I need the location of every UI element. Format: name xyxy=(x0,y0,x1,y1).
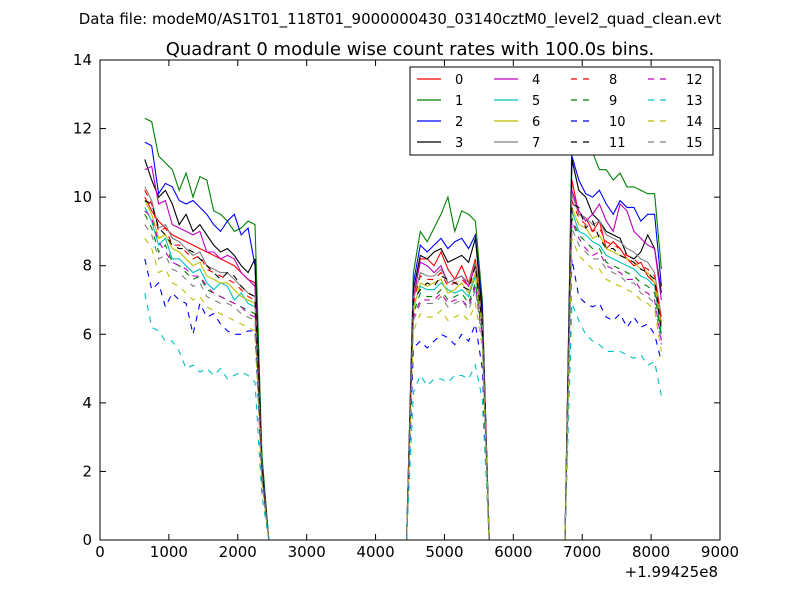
y-tick-label: 14 xyxy=(73,51,92,69)
y-tick-label: 6 xyxy=(82,325,92,343)
plot-frame xyxy=(99,59,721,541)
series-line-4 xyxy=(144,165,662,541)
legend-label-6: 6 xyxy=(532,115,540,130)
legend-label-10: 10 xyxy=(609,115,626,130)
legend-label-1: 1 xyxy=(455,94,463,109)
legend-label-3: 3 xyxy=(455,136,463,151)
x-tick-label: 2000 xyxy=(219,543,257,561)
series-line-13 xyxy=(144,292,662,541)
chart-suptitle: Data file: modeM0/AS1T01_118T01_90000004… xyxy=(79,10,722,29)
series-line-8 xyxy=(144,190,662,541)
x-tick-label: 3000 xyxy=(288,543,326,561)
y-tick-label: 4 xyxy=(82,394,92,412)
series-line-15 xyxy=(144,224,662,541)
legend-label-9: 9 xyxy=(609,94,617,109)
x-tick-label: 1000 xyxy=(150,543,188,561)
legend-label-4: 4 xyxy=(532,73,540,88)
series-line-12 xyxy=(144,210,662,541)
legend-label-7: 7 xyxy=(532,136,540,151)
x-tick-label: 8000 xyxy=(632,543,670,561)
legend-label-8: 8 xyxy=(609,73,617,88)
legend-label-13: 13 xyxy=(686,94,703,109)
series-line-9 xyxy=(144,214,662,541)
x-tick-label: 4000 xyxy=(356,543,394,561)
chart-title: Quadrant 0 module wise count rates with … xyxy=(166,39,655,60)
series-line-1 xyxy=(144,117,662,541)
legend-box xyxy=(409,66,714,156)
series-line-6 xyxy=(144,200,662,541)
series-line-2 xyxy=(144,141,662,541)
y-tick-label: 10 xyxy=(73,188,92,206)
x-tick-label: 7000 xyxy=(563,543,601,561)
y-tick-label: 2 xyxy=(82,462,92,480)
series-line-10 xyxy=(144,258,662,541)
y-tick-label: 0 xyxy=(82,531,92,549)
legend-label-12: 12 xyxy=(686,73,703,88)
legend-label-5: 5 xyxy=(532,94,540,109)
series-line-5 xyxy=(144,207,662,541)
legend-label-15: 15 xyxy=(686,136,703,151)
series-line-3 xyxy=(144,159,662,541)
series-lines xyxy=(144,117,662,541)
series-line-7 xyxy=(144,186,662,541)
x-tick-label: 6000 xyxy=(494,543,532,561)
legend-label-11: 11 xyxy=(609,136,626,151)
x-tick-label: 0 xyxy=(95,543,105,561)
series-line-0 xyxy=(144,179,662,541)
x-tick-label: 9000 xyxy=(701,543,739,561)
series-line-14 xyxy=(144,237,662,541)
legend-label-2: 2 xyxy=(455,115,463,130)
y-tick-label: 8 xyxy=(82,257,92,275)
axis-ticks: 0 1000 2000 3000 4000 5000 6000 7000 8000 9000 0 2 4… xyxy=(73,51,739,561)
x-offset-label: +1.99425e8 xyxy=(625,563,718,581)
y-tick-label: 12 xyxy=(73,120,92,138)
x-tick-label: 5000 xyxy=(425,543,463,561)
legend-label-0: 0 xyxy=(455,73,463,88)
legend-label-14: 14 xyxy=(686,115,703,130)
